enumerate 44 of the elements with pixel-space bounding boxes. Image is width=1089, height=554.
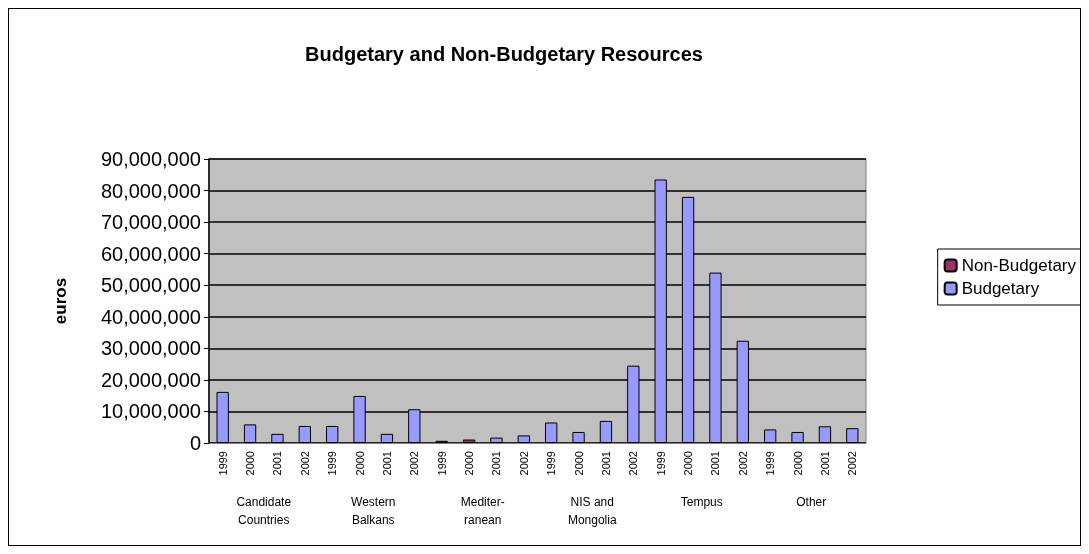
text: Other (796, 495, 827, 509)
y-tick-label: 80,000,000 (100, 179, 201, 202)
y-tick-label: 20,000,000 (100, 368, 201, 391)
x-tick-label: 1999 (764, 451, 777, 476)
y-tick-label: 90,000,000 (100, 148, 201, 170)
x-tick-label: 2001 (380, 451, 393, 476)
x-tick-label: 2002 (736, 451, 749, 476)
text: Candidate Countries (236, 495, 292, 527)
x-tick-label: 2000 (244, 451, 257, 476)
x-tick-label: 2001 (599, 451, 612, 476)
x-tick-label: 2001 (818, 451, 831, 476)
x-tick-label: 2000 (353, 451, 366, 476)
x-tick-label: 2000 (463, 451, 476, 476)
text: NIS and Mongolia (567, 495, 617, 527)
x-tick-label: 2002 (517, 451, 530, 476)
x-tick-label: 2000 (572, 451, 585, 476)
x-tick-label: 2002 (627, 451, 640, 476)
text: Mediter- ranean (460, 495, 505, 527)
y-tick-label: 40,000,000 (100, 305, 201, 328)
y-tick-label: 10,000,000 (100, 400, 201, 423)
text: Tempus (680, 495, 723, 509)
x-tick-label: 2001 (271, 451, 284, 476)
chart-title: Budgetary and Non-Budgetary Resources (305, 43, 703, 65)
x-tick-label: 1999 (545, 451, 558, 476)
legend-label: Budgetary (961, 279, 1040, 298)
x-tick-label: 2000 (791, 451, 804, 476)
x-tick-label: 1999 (216, 451, 229, 476)
x-tick-label: 1999 (326, 451, 339, 476)
y-tick-label: 30,000,000 (100, 337, 201, 360)
x-tick-label: 2002 (408, 451, 421, 476)
x-tick-label: 2001 (490, 451, 503, 476)
y-tick-label: 60,000,000 (100, 242, 201, 265)
y-tick-label: 0 (189, 432, 201, 454)
x-tick-label: 2001 (709, 451, 722, 476)
y-tick-label: 70,000,000 (100, 211, 201, 234)
x-tick-label: 1999 (654, 451, 667, 476)
x-tick-label: 1999 (435, 451, 448, 476)
x-tick-label: 2002 (846, 451, 859, 476)
legend-label: Non-Budgetary (961, 256, 1077, 275)
y-axis-title: euros (51, 277, 70, 325)
y-tick-label: 50,000,000 (100, 274, 201, 297)
x-tick-label: 2002 (298, 451, 311, 476)
text: Western Balkans (351, 495, 396, 527)
x-tick-label: 2000 (682, 451, 695, 476)
